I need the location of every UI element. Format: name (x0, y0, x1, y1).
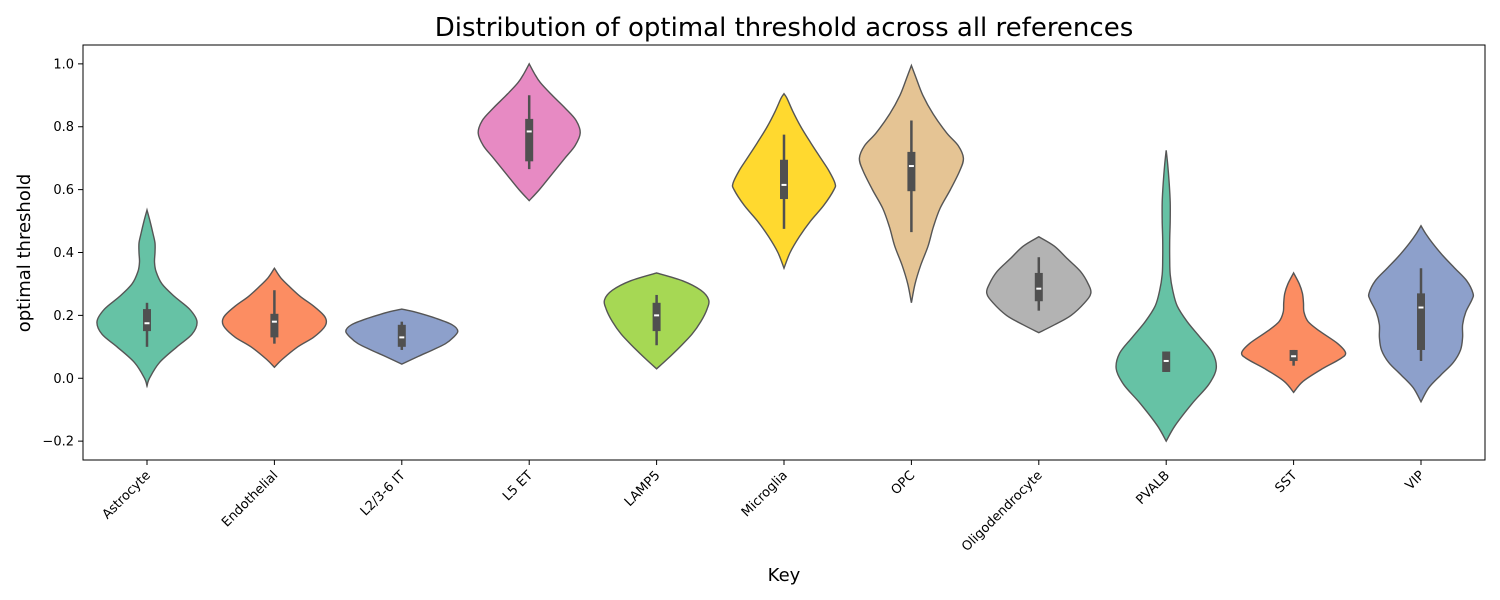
violin-iqr-box (1417, 293, 1425, 350)
violin-body (96, 207, 198, 389)
y-tick-label: 1.0 (53, 57, 74, 72)
x-tick-label: SST (1273, 468, 1301, 496)
y-tick-label: 0.0 (53, 372, 74, 387)
violin-endothelial (221, 266, 328, 369)
x-tick-label: L5 ET (500, 468, 536, 504)
x-tick-label: Astrocyte (100, 468, 154, 522)
x-tick-label: PVALB (1133, 468, 1173, 508)
violin-sst (1240, 271, 1347, 394)
violin-vip (1367, 224, 1475, 404)
violin-iqr-box (780, 159, 788, 200)
violin-l2-3-6-it (345, 308, 459, 365)
violin-astrocyte (96, 207, 198, 389)
violin-iqr-box (907, 151, 916, 192)
x-tick-label: LAMP5 (622, 468, 664, 510)
x-tick-label: VIP (1403, 468, 1428, 493)
violin-iqr-box (143, 309, 151, 332)
violin-body (1240, 271, 1347, 394)
violin-body (1115, 150, 1218, 443)
violin-opc (858, 63, 965, 303)
violin-iqr-box (1034, 272, 1043, 302)
y-tick-label: −0.2 (42, 435, 74, 450)
violin-iqr-box (397, 324, 406, 347)
violin-iqr-box (270, 313, 279, 338)
x-tick-label: Oligodendrocyte (959, 468, 1046, 555)
x-tick-label: Endothelial (219, 468, 281, 530)
y-tick-label: 0.8 (53, 120, 74, 135)
violin-pvalb (1115, 150, 1218, 443)
x-tick-label: L2/3-6 IT (358, 468, 409, 519)
violin-lamp5 (603, 272, 710, 370)
x-tick-label: Microglia (739, 468, 791, 520)
violin-iqr-box (652, 302, 661, 332)
x-tick-label: OPC (888, 468, 918, 498)
violin-l5-et (477, 62, 581, 202)
plot-area (96, 62, 1475, 443)
y-tick-label: 0.6 (53, 183, 74, 198)
y-tick-label: 0.4 (53, 246, 74, 261)
violin-oligodendrocyte (985, 235, 1092, 334)
x-axis-label: Key (768, 565, 801, 586)
y-axis-label: optimal threshold (14, 174, 35, 333)
x-axis: Astrocyte Endothelial L2/3-6 IT L5 ET LAMP5 M… (100, 460, 1428, 555)
y-axis: −0.2 0.0 0.2 0.4 0.6 0.8 1.0 (42, 57, 83, 450)
violin-iqr-box (525, 118, 534, 162)
y-tick-label: 0.2 (53, 309, 74, 324)
violin-microglia (731, 92, 837, 271)
chart-title: Distribution of optimal threshold across… (435, 13, 1134, 43)
